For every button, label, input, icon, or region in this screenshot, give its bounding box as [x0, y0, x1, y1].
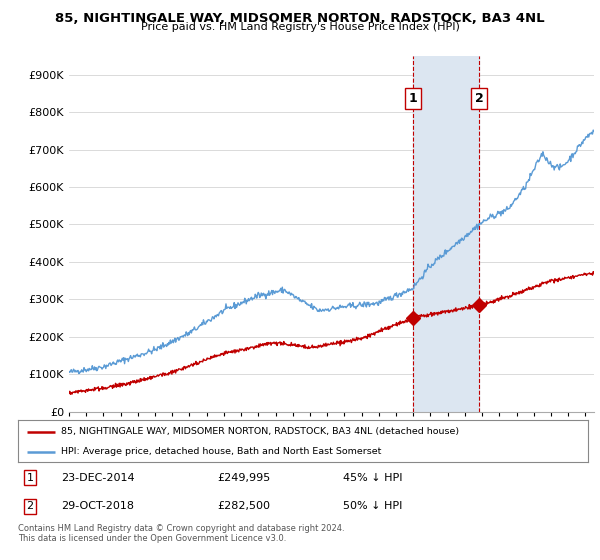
- Text: 2: 2: [475, 92, 484, 105]
- Text: HPI: Average price, detached house, Bath and North East Somerset: HPI: Average price, detached house, Bath…: [61, 447, 381, 456]
- Text: 45% ↓ HPI: 45% ↓ HPI: [343, 473, 403, 483]
- Text: £249,995: £249,995: [218, 473, 271, 483]
- Text: 29-OCT-2018: 29-OCT-2018: [61, 501, 134, 511]
- Text: 85, NIGHTINGALE WAY, MIDSOMER NORTON, RADSTOCK, BA3 4NL: 85, NIGHTINGALE WAY, MIDSOMER NORTON, RA…: [55, 12, 545, 25]
- Text: £282,500: £282,500: [218, 501, 271, 511]
- Text: Price paid vs. HM Land Registry's House Price Index (HPI): Price paid vs. HM Land Registry's House …: [140, 22, 460, 32]
- Text: 23-DEC-2014: 23-DEC-2014: [61, 473, 134, 483]
- Text: 1: 1: [409, 92, 417, 105]
- Text: 85, NIGHTINGALE WAY, MIDSOMER NORTON, RADSTOCK, BA3 4NL (detached house): 85, NIGHTINGALE WAY, MIDSOMER NORTON, RA…: [61, 427, 459, 436]
- Text: 50% ↓ HPI: 50% ↓ HPI: [343, 501, 402, 511]
- Text: Contains HM Land Registry data © Crown copyright and database right 2024.
This d: Contains HM Land Registry data © Crown c…: [18, 524, 344, 543]
- Text: 1: 1: [26, 473, 34, 483]
- Text: 2: 2: [26, 501, 34, 511]
